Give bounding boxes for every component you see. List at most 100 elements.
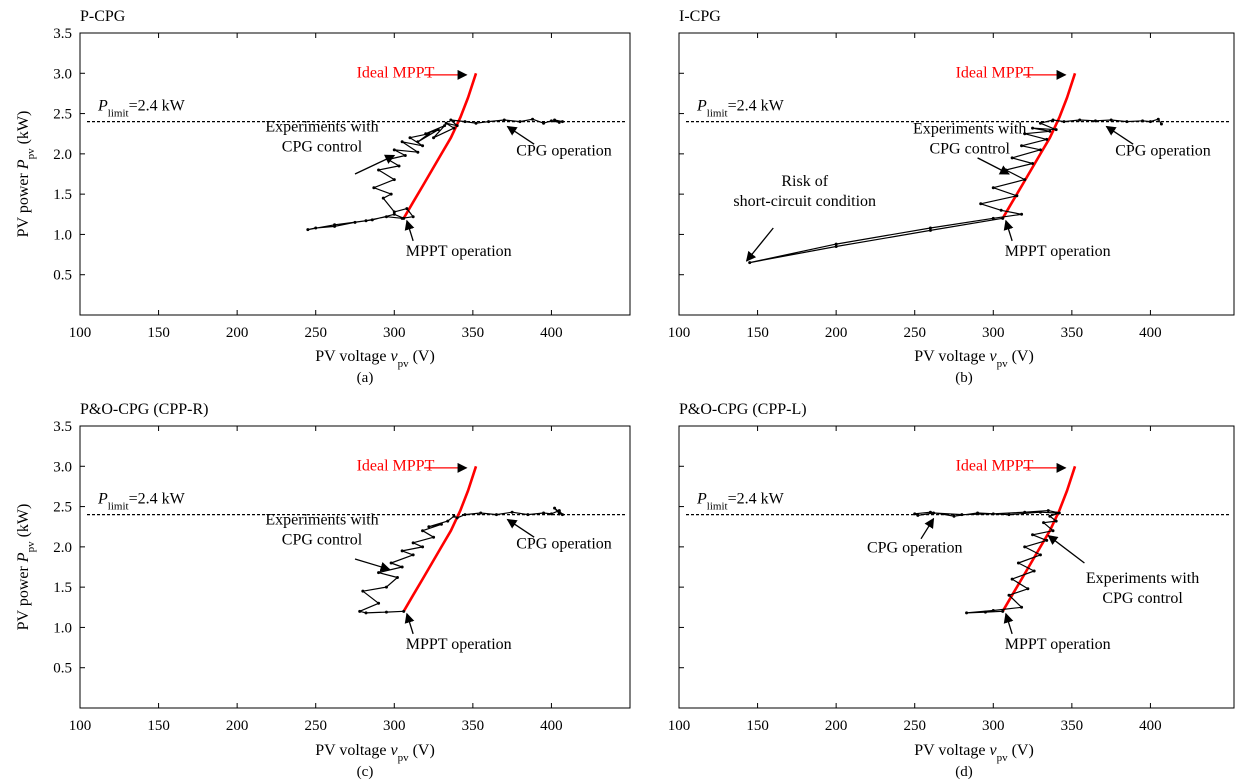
- experiment-point: [333, 223, 337, 227]
- experiment-point: [748, 261, 752, 265]
- experiment-point: [916, 513, 920, 517]
- x-axis-label: PV voltage vpv (V): [315, 742, 435, 764]
- experiment-point: [1156, 117, 1160, 121]
- panel-title: P&O-CPG (CPP-L): [679, 401, 807, 418]
- experiment-trace: [749, 118, 1162, 264]
- experiment-point: [400, 549, 404, 553]
- annotation-arrow: [506, 518, 535, 538]
- annotation-arrow: [354, 558, 391, 572]
- experiment-point: [1054, 128, 1058, 132]
- experiment-point: [542, 121, 546, 125]
- y-tick-label: 2.0: [53, 540, 72, 556]
- experiment-point: [427, 525, 431, 529]
- experiment-point: [455, 124, 459, 128]
- y-tick-label: 1.5: [53, 187, 72, 203]
- experiment-point: [487, 120, 491, 124]
- experiment-point: [1159, 122, 1163, 126]
- experiment-point: [421, 144, 425, 148]
- experiment-point: [400, 216, 404, 220]
- annotation-cpg: CPG operation: [516, 535, 612, 552]
- x-tick-label: 300: [383, 718, 406, 734]
- experiment-point: [1048, 129, 1052, 133]
- experiment-point: [932, 511, 936, 515]
- experiment-point: [402, 609, 406, 613]
- experiment-point: [416, 150, 420, 154]
- experiment-point: [427, 132, 431, 136]
- experiment-point: [405, 207, 409, 211]
- annotation-arrow: [404, 612, 415, 635]
- experiment-point: [1010, 156, 1014, 160]
- annotation-cpg: CPG operation: [867, 539, 963, 556]
- experiment-trace: [307, 118, 563, 231]
- experiment-point: [526, 513, 530, 517]
- y-tick-label: 1.0: [53, 620, 72, 636]
- experiment-point: [1141, 119, 1145, 123]
- x-tick-label: 300: [982, 325, 1005, 341]
- experiment-point: [1023, 132, 1027, 136]
- x-tick-label: 300: [982, 718, 1005, 734]
- experiment-point: [913, 512, 917, 516]
- experiment-point: [392, 178, 396, 182]
- experiment-point: [392, 210, 396, 214]
- experiment-point: [928, 226, 932, 230]
- experiment-point: [991, 186, 995, 190]
- annotation-arrow: [1003, 612, 1014, 635]
- experiment-point: [494, 513, 498, 517]
- panel-caption: (c): [357, 764, 374, 780]
- experiment-point: [979, 202, 983, 206]
- experiment-point: [1004, 168, 1008, 172]
- experiment-point: [1026, 587, 1030, 591]
- experiment-point: [1020, 212, 1024, 216]
- annotation-arrow: [977, 157, 1010, 175]
- experiment-point: [384, 610, 388, 614]
- experiment-point: [1078, 118, 1082, 122]
- x-tick-label: 400: [1139, 325, 1162, 341]
- annotation-cpg: CPG operation: [516, 142, 612, 159]
- panel-caption: (b): [955, 370, 973, 386]
- annotation-arrow: [1003, 219, 1014, 242]
- experiment-point: [983, 610, 987, 614]
- y-tick-label: 2.0: [53, 147, 72, 163]
- panel-title: P&O-CPG (CPP-R): [80, 401, 208, 418]
- experiment-point: [549, 119, 553, 123]
- x-tick-label: 400: [1139, 718, 1162, 734]
- experiment-point: [1016, 561, 1020, 565]
- experiment-point: [1051, 118, 1055, 122]
- x-tick-label: 200: [825, 325, 848, 341]
- panel-caption: (d): [955, 764, 973, 780]
- experiment-point: [1023, 545, 1027, 549]
- x-tick-label: 150: [147, 718, 170, 734]
- experiment-point: [549, 512, 553, 516]
- panel-title: I-CPG: [679, 8, 721, 25]
- experiment-point: [411, 541, 415, 545]
- experiment-point: [557, 512, 561, 516]
- experiment-point: [1038, 121, 1042, 125]
- experiment-point: [502, 118, 506, 122]
- x-tick-label: 350: [1061, 718, 1084, 734]
- experiment-point: [976, 511, 980, 515]
- experiment-point: [1051, 529, 1055, 533]
- annotation-arrow: [1047, 534, 1085, 564]
- y-tick-label: 3.5: [53, 419, 72, 435]
- experiment-point: [446, 519, 450, 523]
- experiment-point: [1038, 553, 1042, 557]
- experiment-point: [392, 212, 396, 216]
- experiment-point: [960, 513, 964, 517]
- experiment-point: [1038, 510, 1042, 514]
- annotation-arrow: [354, 154, 396, 175]
- experiment-point: [397, 164, 401, 168]
- experiment-point: [518, 120, 522, 124]
- x-tick-label: 350: [1061, 325, 1084, 341]
- experiment-point: [364, 219, 368, 223]
- experiment-point: [1054, 511, 1058, 515]
- x-tick-label: 250: [903, 325, 926, 341]
- experiment-point: [479, 511, 483, 515]
- experiment-point: [560, 513, 564, 517]
- experiment-point: [411, 215, 415, 219]
- annotation-arrow: [404, 219, 415, 242]
- experiment-point: [1148, 120, 1152, 124]
- experiment-point: [452, 126, 456, 130]
- experiment-point: [531, 117, 535, 121]
- limit-label: Plimit=2.4 kW: [97, 491, 186, 513]
